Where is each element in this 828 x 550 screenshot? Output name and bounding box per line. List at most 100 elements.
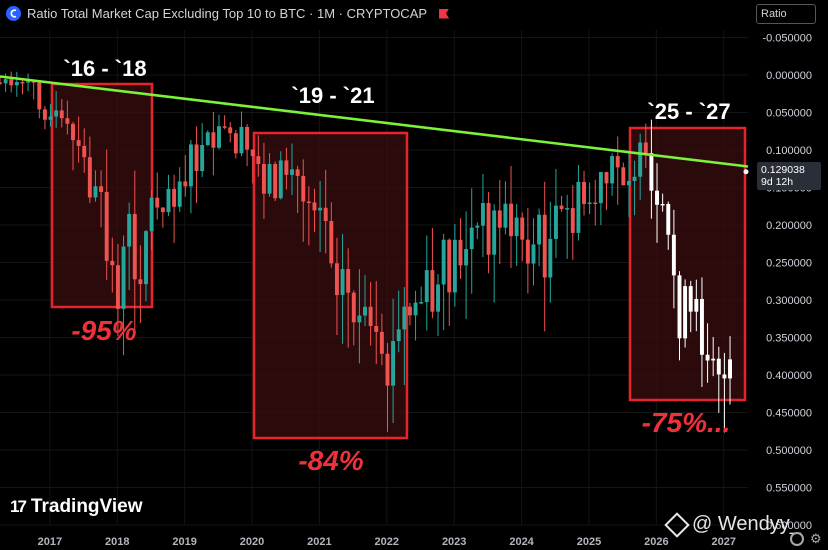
candle-body [48, 116, 53, 120]
candle-body [177, 181, 182, 207]
y-tick-label: 0.300000 [766, 295, 812, 307]
x-tick-label: 2021 [307, 536, 331, 548]
candle-body [413, 302, 418, 316]
candle-body [127, 213, 132, 247]
candle-body [441, 239, 446, 285]
tradingview-wordmark: TradingView [30, 496, 143, 517]
candle-body [694, 298, 699, 312]
x-tick-label: 2025 [577, 536, 601, 548]
candle-body [42, 109, 47, 120]
candle-body [172, 188, 177, 207]
chart-title: Ratio Total Market Cap Excluding Top 10 … [27, 6, 428, 21]
candle-body [683, 286, 688, 339]
candle-series [0, 71, 749, 433]
candle-body [87, 157, 92, 198]
candle-body [278, 160, 283, 199]
binance-diamond-icon [664, 511, 690, 538]
cycle-box [628, 126, 747, 402]
candle-body [261, 163, 266, 194]
candle-body [9, 79, 14, 86]
candle-body [447, 239, 452, 293]
candle-body [329, 221, 334, 264]
candle-body [65, 118, 70, 124]
x-tick-label: 2026 [644, 536, 668, 548]
candle-body [452, 239, 457, 293]
candle-body [402, 306, 407, 330]
candle-body [149, 197, 154, 232]
candle-body [144, 231, 148, 285]
candle-body [486, 203, 491, 255]
candle-body [722, 374, 727, 379]
candle-body [138, 279, 143, 285]
candle-body [155, 197, 160, 208]
candle-body [82, 145, 87, 158]
candle-body [553, 205, 558, 239]
candle-body [334, 263, 339, 296]
candle-body [71, 123, 75, 141]
candle-body [14, 81, 19, 86]
candle-body [228, 127, 233, 134]
candle-body [514, 217, 519, 237]
candle-body [666, 203, 671, 235]
candle-body [363, 306, 367, 316]
candle-body [424, 270, 429, 303]
candle-body [256, 156, 261, 164]
candle-body [340, 269, 345, 296]
candle-body [132, 213, 137, 280]
candle-body [503, 203, 508, 228]
candle-body [632, 176, 637, 181]
candle-body [407, 306, 412, 316]
flag-icon[interactable] [439, 8, 450, 19]
search-icon[interactable] [790, 532, 804, 546]
y-axis[interactable]: -0.0500000.0000000.0500000.1000000.15000… [762, 33, 812, 533]
tradingview-logo: 17 TradingView [10, 496, 143, 518]
y-tick-label: 0.600000 [766, 520, 812, 532]
candle-body [638, 142, 643, 177]
candle-body [183, 181, 188, 187]
cycle-labels: `16 - `18 -95% `19 - `21 -84% `25 - `27 -75%.… [63, 56, 730, 476]
candle-body [436, 284, 440, 312]
candle-body [301, 175, 306, 202]
candle-body [290, 169, 294, 175]
scale-mode-box[interactable]: Ratio [756, 4, 816, 24]
candle-body [576, 181, 581, 233]
candle-body [705, 354, 710, 361]
candle-body [374, 325, 379, 332]
tradingview-icon: 17 [10, 497, 27, 516]
candle-body [385, 353, 390, 386]
candle-body [677, 275, 682, 339]
candle-body [211, 132, 216, 148]
candle-body [121, 246, 126, 309]
candle-body [93, 186, 98, 198]
candle-body [604, 172, 609, 184]
x-tick-label: 2018 [105, 536, 129, 548]
current-price-tag: 0.129038 9d 12h [757, 162, 821, 190]
cycle-drawdown-label: -75%... [642, 407, 731, 438]
trendline [0, 75, 749, 168]
cryptocap-logo-icon [6, 6, 21, 21]
y-tick-label: 0.250000 [766, 258, 812, 270]
y-tick-label: 0.450000 [766, 408, 812, 420]
candle-body [323, 207, 328, 222]
candle-body [716, 358, 721, 375]
candle-body [525, 239, 530, 264]
y-tick-label: 0.000000 [766, 70, 812, 82]
candle-body [318, 207, 323, 211]
candle-body [469, 227, 474, 250]
candle-body [99, 186, 104, 192]
candle-body [346, 269, 351, 293]
candle-body [273, 163, 278, 199]
cycle-drawdown-label: -84% [298, 445, 363, 476]
y-tick-label: 0.100000 [766, 145, 812, 157]
candle-body [671, 234, 676, 276]
x-tick-label: 2024 [509, 536, 534, 548]
x-axis[interactable]: 2017 2018 2019 2020 2021 2022 2023 2024 2025 2026… [38, 536, 736, 548]
candle-body [205, 132, 210, 146]
candle-body [458, 239, 463, 266]
candle-body [166, 188, 171, 213]
gear-icon[interactable]: ⚙ [810, 531, 822, 546]
candle-body [267, 163, 272, 194]
current-price-value: 0.129038 [761, 164, 805, 176]
candle-body [643, 142, 648, 154]
